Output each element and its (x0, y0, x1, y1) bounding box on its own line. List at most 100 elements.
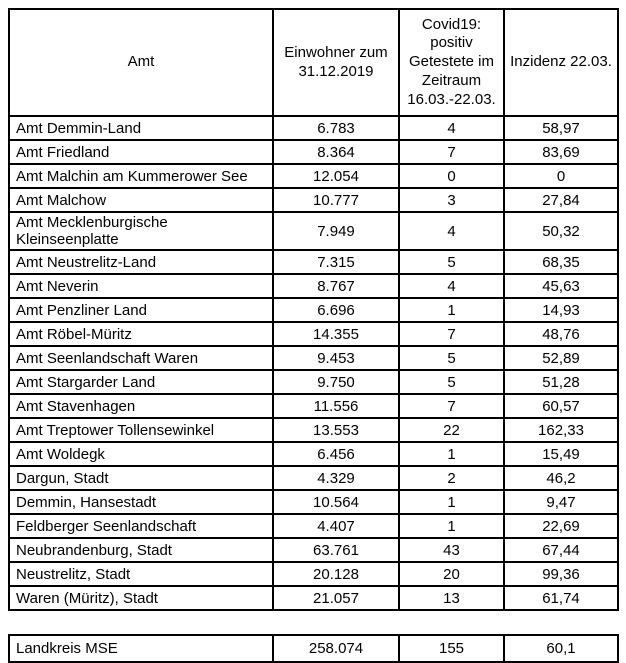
inzidenz-cell: 50,32 (503, 211, 619, 251)
amt-cell: Amt Malchow (8, 187, 274, 213)
summary-amt-cell: Landkreis MSE (8, 634, 274, 663)
amt-cell: Amt Malchin am Kummerower See (8, 163, 274, 189)
inzidenz-cell: 45,63 (503, 273, 619, 299)
getestete-cell: 1 (398, 513, 505, 539)
inzidenz-cell: 46,2 (503, 465, 619, 491)
getestete-cell: 3 (398, 187, 505, 213)
table-row: Amt Neverin 8.767 4 45,63 (8, 273, 619, 299)
table-row: Amt Stavenhagen 11.556 7 60,57 (8, 393, 619, 419)
table-row: Amt Neustrelitz-Land 7.315 5 68,35 (8, 249, 619, 275)
einwohner-cell: 11.556 (272, 393, 400, 419)
einwohner-cell: 14.355 (272, 321, 400, 347)
table-row: Amt Treptower Tollensewinkel 13.553 22 162,… (8, 417, 619, 443)
inzidenz-cell: 58,97 (503, 115, 619, 141)
table-row: Amt Demmin-Land 6.783 4 58,97 (8, 115, 619, 141)
table-row: Amt Stargarder Land 9.750 5 51,28 (8, 369, 619, 395)
einwohner-cell: 6.783 (272, 115, 400, 141)
getestete-cell: 1 (398, 441, 505, 467)
amt-cell: Neustrelitz, Stadt (8, 561, 274, 587)
inzidenz-cell: 15,49 (503, 441, 619, 467)
inzidenz-cell: 60,57 (503, 393, 619, 419)
amt-cell: Amt Röbel-Müritz (8, 321, 274, 347)
table-row: Amt Malchow 10.777 3 27,84 (8, 187, 619, 213)
inzidenz-cell: 27,84 (503, 187, 619, 213)
getestete-cell: 7 (398, 393, 505, 419)
einwohner-cell: 20.128 (272, 561, 400, 587)
amt-cell: Amt Neverin (8, 273, 274, 299)
getestete-cell: 7 (398, 139, 505, 165)
amt-cell: Dargun, Stadt (8, 465, 274, 491)
inzidenz-cell: 9,47 (503, 489, 619, 515)
getestete-cell: 2 (398, 465, 505, 491)
table-row: Amt Penzliner Land 6.696 1 14,93 (8, 297, 619, 323)
einwohner-cell: 7.949 (272, 211, 400, 251)
table-row: Neubrandenburg, Stadt 63.761 43 67,44 (8, 537, 619, 563)
inzidenz-cell: 99,36 (503, 561, 619, 587)
summary-row: Landkreis MSE 258.074 155 60,1 (8, 634, 619, 663)
amt-cell: Neubrandenburg, Stadt (8, 537, 274, 563)
header-amt: Amt (8, 8, 274, 117)
inzidenz-cell: 48,76 (503, 321, 619, 347)
getestete-cell: 5 (398, 369, 505, 395)
table-row: Amt Mecklenburgische Kleinseenplatte 7.94… (8, 211, 619, 251)
table-row: Demmin, Hansestadt 10.564 1 9,47 (8, 489, 619, 515)
getestete-cell: 1 (398, 489, 505, 515)
amt-cell: Amt Woldegk (8, 441, 274, 467)
amt-cell: Amt Stargarder Land (8, 369, 274, 395)
getestete-cell: 0 (398, 163, 505, 189)
einwohner-cell: 21.057 (272, 585, 400, 611)
header-inzidenz: Inzidenz 22.03. (503, 8, 619, 117)
amt-cell: Amt Penzliner Land (8, 297, 274, 323)
amt-cell: Amt Treptower Tollensewinkel (8, 417, 274, 443)
getestete-cell: 4 (398, 273, 505, 299)
amt-cell: Demmin, Hansestadt (8, 489, 274, 515)
summary-inzidenz-cell: 60,1 (503, 634, 619, 663)
header-row: Amt Einwohner zum 31.12.2019 Covid19: po… (8, 8, 619, 117)
inzidenz-cell: 52,89 (503, 345, 619, 371)
einwohner-cell: 10.564 (272, 489, 400, 515)
table-row: Feldberger Seenlandschaft 4.407 1 22,69 (8, 513, 619, 539)
einwohner-cell: 6.456 (272, 441, 400, 467)
table-body: Amt Demmin-Land 6.783 4 58,97 Amt Friedland 8… (8, 115, 619, 611)
table-row: Amt Friedland 8.364 7 83,69 (8, 139, 619, 165)
einwohner-cell: 12.054 (272, 163, 400, 189)
summary-table: Landkreis MSE 258.074 155 60,1 (8, 634, 619, 663)
einwohner-cell: 4.329 (272, 465, 400, 491)
amt-cell: Amt Seenlandschaft Waren (8, 345, 274, 371)
inzidenz-cell: 61,74 (503, 585, 619, 611)
amt-cell: Amt Mecklenburgische Kleinseenplatte (8, 211, 274, 251)
table-row: Amt Malchin am Kummerower See 12.054 0 0 (8, 163, 619, 189)
inzidenz-cell: 14,93 (503, 297, 619, 323)
getestete-cell: 20 (398, 561, 505, 587)
header-getestete: Covid19: positiv Getestete im Zeitraum 1… (398, 8, 505, 117)
table-row: Amt Röbel-Müritz 14.355 7 48,76 (8, 321, 619, 347)
einwohner-cell: 8.364 (272, 139, 400, 165)
inzidenz-cell: 0 (503, 163, 619, 189)
table-row: Neustrelitz, Stadt 20.128 20 99,36 (8, 561, 619, 587)
amt-cell: Waren (Müritz), Stadt (8, 585, 274, 611)
inzidenz-cell: 67,44 (503, 537, 619, 563)
table-row: Amt Seenlandschaft Waren 9.453 5 52,89 (8, 345, 619, 371)
getestete-cell: 5 (398, 345, 505, 371)
amt-cell: Amt Neustrelitz-Land (8, 249, 274, 275)
einwohner-cell: 6.696 (272, 297, 400, 323)
summary-einwohner-cell: 258.074 (272, 634, 400, 663)
table-gap (8, 611, 626, 634)
einwohner-cell: 9.750 (272, 369, 400, 395)
amt-cell: Feldberger Seenlandschaft (8, 513, 274, 539)
getestete-cell: 7 (398, 321, 505, 347)
einwohner-cell: 13.553 (272, 417, 400, 443)
getestete-cell: 43 (398, 537, 505, 563)
summary-getestete-cell: 155 (398, 634, 505, 663)
einwohner-cell: 7.315 (272, 249, 400, 275)
getestete-cell: 4 (398, 115, 505, 141)
einwohner-cell: 10.777 (272, 187, 400, 213)
getestete-cell: 1 (398, 297, 505, 323)
table-row: Dargun, Stadt 4.329 2 46,2 (8, 465, 619, 491)
einwohner-cell: 8.767 (272, 273, 400, 299)
getestete-cell: 5 (398, 249, 505, 275)
einwohner-cell: 4.407 (272, 513, 400, 539)
table-row: Amt Woldegk 6.456 1 15,49 (8, 441, 619, 467)
amt-cell: Amt Stavenhagen (8, 393, 274, 419)
